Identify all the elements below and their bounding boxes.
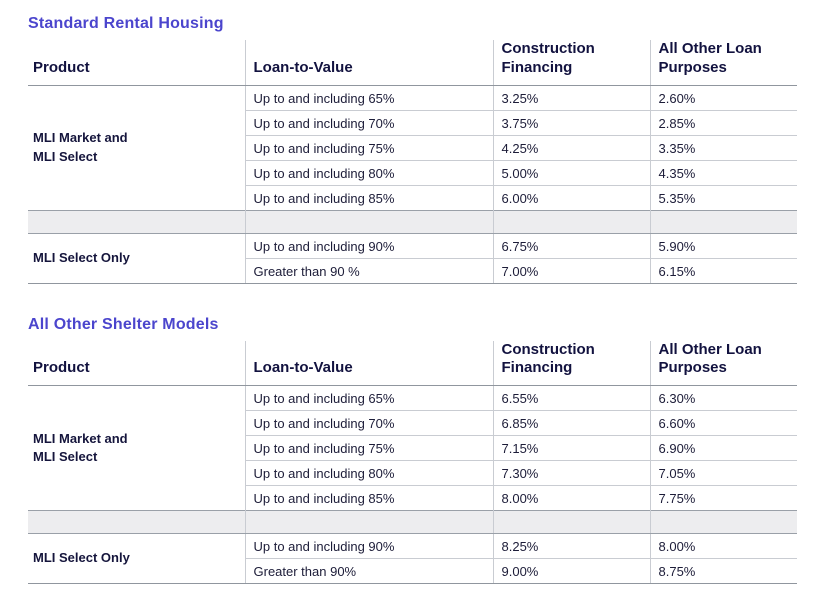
col-header-loan-to-value: Loan-to-Value xyxy=(244,340,493,386)
product-cell: MLI Market and MLI Select xyxy=(33,130,128,164)
construction-rate-cell: 4.25% xyxy=(492,135,650,161)
separator-cell xyxy=(244,209,493,234)
col-header-loan-to-value: Loan-to-Value xyxy=(244,40,493,86)
construction-rate-cell: 7.30% xyxy=(492,460,650,486)
header-row: Product Loan-to-Value Construction Finan… xyxy=(28,340,797,386)
construction-rate-cell: 6.00% xyxy=(492,185,650,210)
other-rate-cell: 2.85% xyxy=(649,110,797,136)
construction-rate-cell: 8.25% xyxy=(492,533,650,559)
construction-rate-cell: 6.55% xyxy=(492,385,650,411)
rates-table: Product Loan-to-Value Construction Finan… xyxy=(28,340,797,584)
table-row: Up to and including 70% 6.85% 6.60% xyxy=(28,410,797,436)
construction-rate-cell: 5.00% xyxy=(492,160,650,186)
separator-cell xyxy=(649,510,797,534)
table-row: Greater than 90% 9.00% 8.75% xyxy=(28,558,797,584)
construction-rate-cell: 8.00% xyxy=(492,485,650,511)
col-header-product: Product xyxy=(28,340,245,386)
other-rate-cell: 6.15% xyxy=(649,258,797,284)
ltv-cell: Greater than 90 % xyxy=(244,258,493,284)
product-cell: MLI Select Only xyxy=(28,233,245,284)
product-cell: MLI Select Only xyxy=(28,533,245,584)
separator-cell xyxy=(28,209,245,234)
separator-row xyxy=(28,510,797,534)
ltv-cell: Up to and including 70% xyxy=(244,110,493,136)
construction-rate-cell: 6.85% xyxy=(492,410,650,436)
ltv-cell: Up to and including 70% xyxy=(244,410,493,436)
col-header-all-other-loan-purposes: All Other Loan Purposes xyxy=(649,340,797,386)
table-row: MLI Market and MLI Select Up to and incl… xyxy=(28,385,797,464)
ltv-cell: Up to and including 75% xyxy=(244,435,493,461)
separator-cell xyxy=(649,209,797,234)
col-header-all-other-loan-purposes: All Other Loan Purposes xyxy=(649,40,797,86)
table-row: MLI Market and MLI Select Up to and incl… xyxy=(28,85,797,164)
rates-table: Product Loan-to-Value Construction Finan… xyxy=(28,40,797,284)
page: Standard Rental Housing Product Loan-to-… xyxy=(28,14,797,584)
other-rate-cell: 5.90% xyxy=(649,233,797,259)
table-row: MLI Select Only Up to and including 90% … xyxy=(28,533,797,584)
ltv-cell: Greater than 90% xyxy=(244,558,493,584)
other-rate-cell: 4.35% xyxy=(649,160,797,186)
construction-rate-cell: 7.00% xyxy=(492,258,650,284)
table-row: Up to and including 85% 6.00% 5.35% xyxy=(28,185,797,210)
col-header-product: Product xyxy=(28,40,245,86)
table-row: Greater than 90 % 7.00% 6.15% xyxy=(28,258,797,284)
ltv-cell: Up to and including 65% xyxy=(244,85,493,111)
separator-cell xyxy=(244,510,493,534)
other-rate-cell: 3.35% xyxy=(649,135,797,161)
separator-cell xyxy=(492,209,650,234)
table-row: Up to and including 70% 3.75% 2.85% xyxy=(28,110,797,136)
table-row: Up to and including 80% 7.30% 7.05% xyxy=(28,460,797,486)
table-row: MLI Select Only Up to and including 90% … xyxy=(28,233,797,284)
product-cell: MLI Market and MLI Select xyxy=(33,430,128,464)
ltv-cell: Up to and including 90% xyxy=(244,533,493,559)
construction-rate-cell: 3.25% xyxy=(492,85,650,111)
other-rate-cell: 8.75% xyxy=(649,558,797,584)
col-header-construction-financing: Construction Financing xyxy=(492,340,650,386)
ltv-cell: Up to and including 75% xyxy=(244,135,493,161)
ltv-cell: Up to and including 85% xyxy=(244,485,493,511)
other-rate-cell: 8.00% xyxy=(649,533,797,559)
construction-rate-cell: 7.15% xyxy=(492,435,650,461)
other-rate-cell: 6.60% xyxy=(649,410,797,436)
other-rate-cell: 7.05% xyxy=(649,460,797,486)
ltv-cell: Up to and including 85% xyxy=(244,185,493,210)
separator-cell xyxy=(28,510,245,534)
section-title: Standard Rental Housing xyxy=(28,15,224,32)
table-row: Up to and including 85% 8.00% 7.75% xyxy=(28,485,797,511)
section-standard-rental-housing: Standard Rental Housing Product Loan-to-… xyxy=(28,14,797,284)
construction-rate-cell: 9.00% xyxy=(492,558,650,584)
ltv-cell: Up to and including 80% xyxy=(244,160,493,186)
other-rate-cell: 6.30% xyxy=(649,385,797,411)
construction-rate-cell: 6.75% xyxy=(492,233,650,259)
header-row: Product Loan-to-Value Construction Finan… xyxy=(28,40,797,86)
ltv-cell: Up to and including 90% xyxy=(244,233,493,259)
section-title: All Other Shelter Models xyxy=(28,315,219,333)
other-rate-cell: 7.75% xyxy=(649,485,797,511)
other-rate-cell: 5.35% xyxy=(649,185,797,210)
construction-rate-cell: 3.75% xyxy=(492,110,650,136)
separator-row xyxy=(28,209,797,234)
other-rate-cell: 6.90% xyxy=(649,435,797,461)
separator-cell xyxy=(492,510,650,534)
table-row: Up to and including 75% 4.25% 3.35% xyxy=(28,135,797,161)
other-rate-cell: 2.60% xyxy=(649,85,797,111)
section-all-other-shelter-models: All Other Shelter Models Product Loan-to… xyxy=(28,315,797,584)
table-row: Up to and including 75% 7.15% 6.90% xyxy=(28,435,797,461)
ltv-cell: Up to and including 65% xyxy=(244,385,493,411)
col-header-construction-financing: Construction Financing xyxy=(492,40,650,86)
ltv-cell: Up to and including 80% xyxy=(244,460,493,486)
table-row: Up to and including 80% 5.00% 4.35% xyxy=(28,160,797,186)
